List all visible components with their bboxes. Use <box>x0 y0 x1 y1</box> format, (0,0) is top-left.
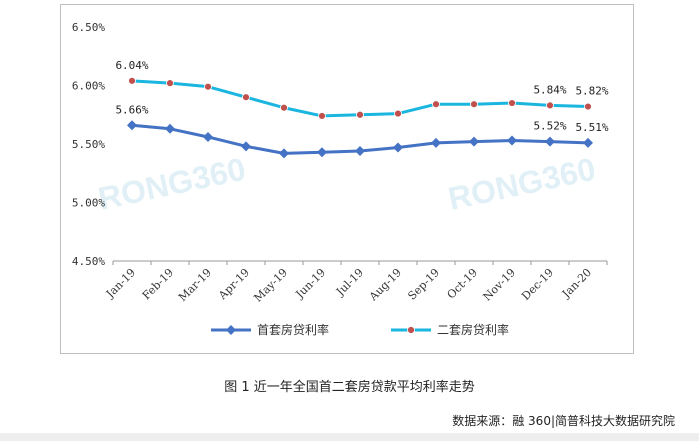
line-chart: RONG360 RONG360 4.50% 5.00% 5.50% 6.00% 6.50% J… <box>72 21 609 337</box>
x-tick-label: Jul-19 <box>333 266 366 299</box>
series-2-point <box>128 76 136 85</box>
x-tick-label: Nov-19 <box>481 266 519 304</box>
series-1-point <box>279 148 289 159</box>
data-label: 5.84% <box>533 83 566 96</box>
series-1-point <box>583 137 593 148</box>
chart-frame: RONG360 RONG360 4.50% 5.00% 5.50% 6.00% 6.50% J… <box>60 4 634 354</box>
x-tick-label: Mar-19 <box>176 266 214 304</box>
y-tick-label: 6.50% <box>72 21 105 34</box>
x-tick-label: Jan-20 <box>559 266 594 301</box>
series-1-point <box>203 131 213 142</box>
series-2-point <box>318 112 326 120</box>
x-tick-label: Oct-19 <box>445 266 481 302</box>
series-2-point <box>242 93 250 102</box>
series-1-point <box>127 120 137 131</box>
series-1-point <box>393 142 403 153</box>
x-tick-label: Apr-19 <box>215 266 252 303</box>
series-2-point <box>280 103 288 112</box>
series-2-point <box>508 99 516 107</box>
series-1-point <box>507 135 517 146</box>
watermark-2: RONG360 <box>445 151 599 217</box>
series-2-point <box>394 109 402 118</box>
y-tick-label: 4.50% <box>72 255 105 268</box>
x-tick-label: Aug-19 <box>366 266 404 304</box>
series-1-point <box>545 136 555 147</box>
legend-marker-1 <box>226 325 236 335</box>
series-1-point <box>431 137 441 148</box>
y-tick-label: 5.00% <box>72 197 105 210</box>
legend-label-1: 首套房贷利率 <box>257 322 329 337</box>
series-2-point <box>204 82 212 91</box>
series-2-point <box>432 100 440 109</box>
series-1-point <box>317 147 327 158</box>
series-line-2 <box>131 79 589 118</box>
x-tick-label: May-19 <box>251 266 290 305</box>
data-label: 5.66% <box>115 103 148 116</box>
figure-caption: 图 1 近一年全国首二套房贷款平均利率走势 <box>224 380 475 395</box>
data-label: 5.52% <box>533 120 566 133</box>
x-tick-label: Feb-19 <box>140 266 176 302</box>
series-1-point <box>355 146 365 157</box>
data-label: 6.04% <box>115 59 148 72</box>
data-label: 5.82% <box>575 85 608 98</box>
y-tick-label: 5.50% <box>72 138 105 151</box>
series-1-point <box>241 141 251 152</box>
legend-marker-2 <box>407 326 415 334</box>
series-2-point <box>166 79 174 88</box>
series-2-point <box>356 110 364 119</box>
legend-label-2: 二套房贷利率 <box>437 322 509 337</box>
watermark-1: RONG360 <box>95 151 249 217</box>
y-tick-label: 6.00% <box>72 80 105 93</box>
series-1-point <box>469 136 479 147</box>
data-label: 5.51% <box>575 121 608 134</box>
series-2-point <box>470 100 478 109</box>
x-tick-label: Jan-19 <box>103 266 138 301</box>
x-tick-label: Jun-19 <box>293 266 329 302</box>
series-2-point <box>584 102 592 111</box>
bottom-band <box>0 433 699 441</box>
x-tick-label: Sep-19 <box>405 266 442 303</box>
x-tick-label: Dec-19 <box>519 266 556 303</box>
data-source: 数据来源：融 360|简普科技大数据研究院 <box>452 414 675 428</box>
series-1-point <box>165 123 175 134</box>
series-2-point <box>546 101 554 110</box>
